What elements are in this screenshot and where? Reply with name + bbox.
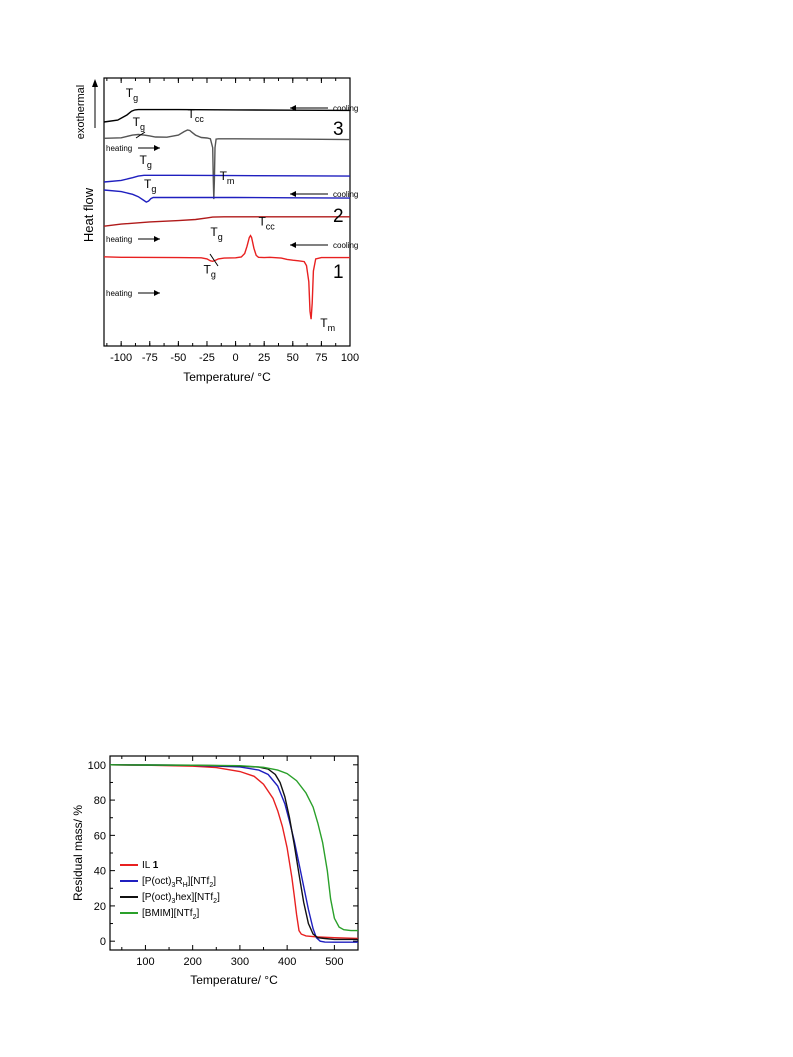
series-2-heating — [103, 189, 351, 203]
cooling-label-3: cooling — [333, 104, 358, 113]
annotation-Tg: Tg — [144, 177, 156, 194]
x-tick-label: 0 — [233, 352, 239, 364]
curve-number-1: 1 — [333, 262, 344, 283]
series-1-heating — [103, 234, 350, 320]
heating-label-3: heating — [106, 144, 132, 153]
exothermal-label: exothermal — [75, 85, 87, 139]
heating-label-1: heating — [106, 289, 132, 298]
tga-legend: IL 1 [P(oct)3RH][NTf2] [P(oct)3hex][NTf2] [… — [120, 860, 220, 921]
x-tick-label: 400 — [278, 956, 296, 968]
plot-frame — [103, 77, 351, 347]
x-tick-label: -75 — [142, 352, 158, 364]
tg-pointer-3 — [135, 131, 146, 139]
tga-series-3 — [109, 764, 358, 932]
y-tick-label: 20 — [94, 901, 106, 913]
x-tick-label: 300 — [231, 956, 249, 968]
curve-number-2: 2 — [333, 206, 344, 227]
legend-entry: [BMIM][NTf2] — [142, 908, 199, 921]
y-tick-label: 80 — [94, 795, 106, 807]
cooling-label-3-arrow-head — [290, 105, 296, 111]
x-tick-label: 100 — [136, 956, 154, 968]
heating-label-2: heating — [106, 235, 132, 244]
dsc-chart: -100 -75 -50 -25 0 25 50 75 100 Temperature/ °C He… — [75, 77, 359, 384]
x-axis-label: Temperature/ °C — [190, 973, 278, 987]
series-1-cooling — [103, 216, 350, 227]
tga-series-0 — [109, 764, 359, 940]
annotation-Tg: Tg — [126, 86, 138, 103]
x-tick-label: -100 — [110, 352, 132, 364]
exothermal-arrow-head — [92, 79, 98, 87]
y-tick-label: 100 — [88, 760, 106, 772]
tg-pointer-1 — [209, 253, 219, 267]
annotation-Tm: Tm — [320, 316, 335, 333]
annotation-Tg: Tg — [139, 153, 151, 170]
y-tick-label: 40 — [94, 866, 106, 878]
cooling-label-2-arrow-head — [290, 191, 296, 197]
x-axis-label: Temperature/ °C — [183, 370, 271, 384]
heating-label-3-arrow-head — [154, 145, 160, 151]
x-tick-label: 200 — [183, 956, 201, 968]
tga-chart: 100 200 300 400 500 0 20 40 60 80 100 Temperature/ … — [71, 755, 359, 987]
y-tick-label: 0 — [100, 936, 106, 948]
annotation-Tcc: Tcc — [188, 107, 205, 124]
annotation-Tm: Tm — [220, 169, 235, 186]
plot-frame — [109, 755, 359, 951]
x-tick-label: 500 — [325, 956, 343, 968]
series-3-cooling — [103, 108, 351, 123]
x-tick-label: 25 — [258, 352, 270, 364]
annotation-Tcc: Tcc — [258, 214, 275, 231]
x-tick-label: 75 — [315, 352, 327, 364]
x-tick-label: -25 — [199, 352, 215, 364]
dsc-annotations: Tg Tg Tcc Tm Tg Tg Tg Tcc Tg Tm cooling heating cool… — [106, 86, 358, 333]
x-tick-label: 100 — [341, 352, 359, 364]
annotation-Tg: Tg — [133, 115, 145, 132]
annotation-Tg: Tg — [210, 225, 222, 242]
cooling-label-1-arrow-head — [290, 242, 296, 248]
heating-label-2-arrow-head — [154, 236, 160, 242]
x-tick-label: -50 — [170, 352, 186, 364]
legend-entry: IL 1 — [142, 860, 159, 871]
x-tick-label: 50 — [287, 352, 299, 364]
annotation-Tg: Tg — [204, 263, 216, 280]
curve-number-3: 3 — [333, 119, 344, 140]
series-2-cooling — [103, 174, 351, 183]
cooling-label-2: cooling — [333, 190, 358, 199]
heating-label-1-arrow-head — [154, 290, 160, 296]
y-tick-label: 60 — [94, 830, 106, 842]
tga-series — [109, 764, 359, 943]
legend-entry: [P(oct)3hex][NTf2] — [142, 892, 220, 905]
tga-axes: 100 200 300 400 500 0 20 40 60 80 100 Temperature/ … — [71, 755, 359, 987]
y-axis-label: Residual mass/ % — [71, 805, 85, 901]
legend-entry: [P(oct)3RH][NTf2] — [142, 876, 216, 889]
dsc-series — [103, 108, 351, 320]
dsc-axes: -100 -75 -50 -25 0 25 50 75 100 Temperature/ °C He… — [75, 77, 359, 384]
y-axis-label: Heat flow — [81, 187, 96, 242]
cooling-label-1: cooling — [333, 241, 358, 250]
